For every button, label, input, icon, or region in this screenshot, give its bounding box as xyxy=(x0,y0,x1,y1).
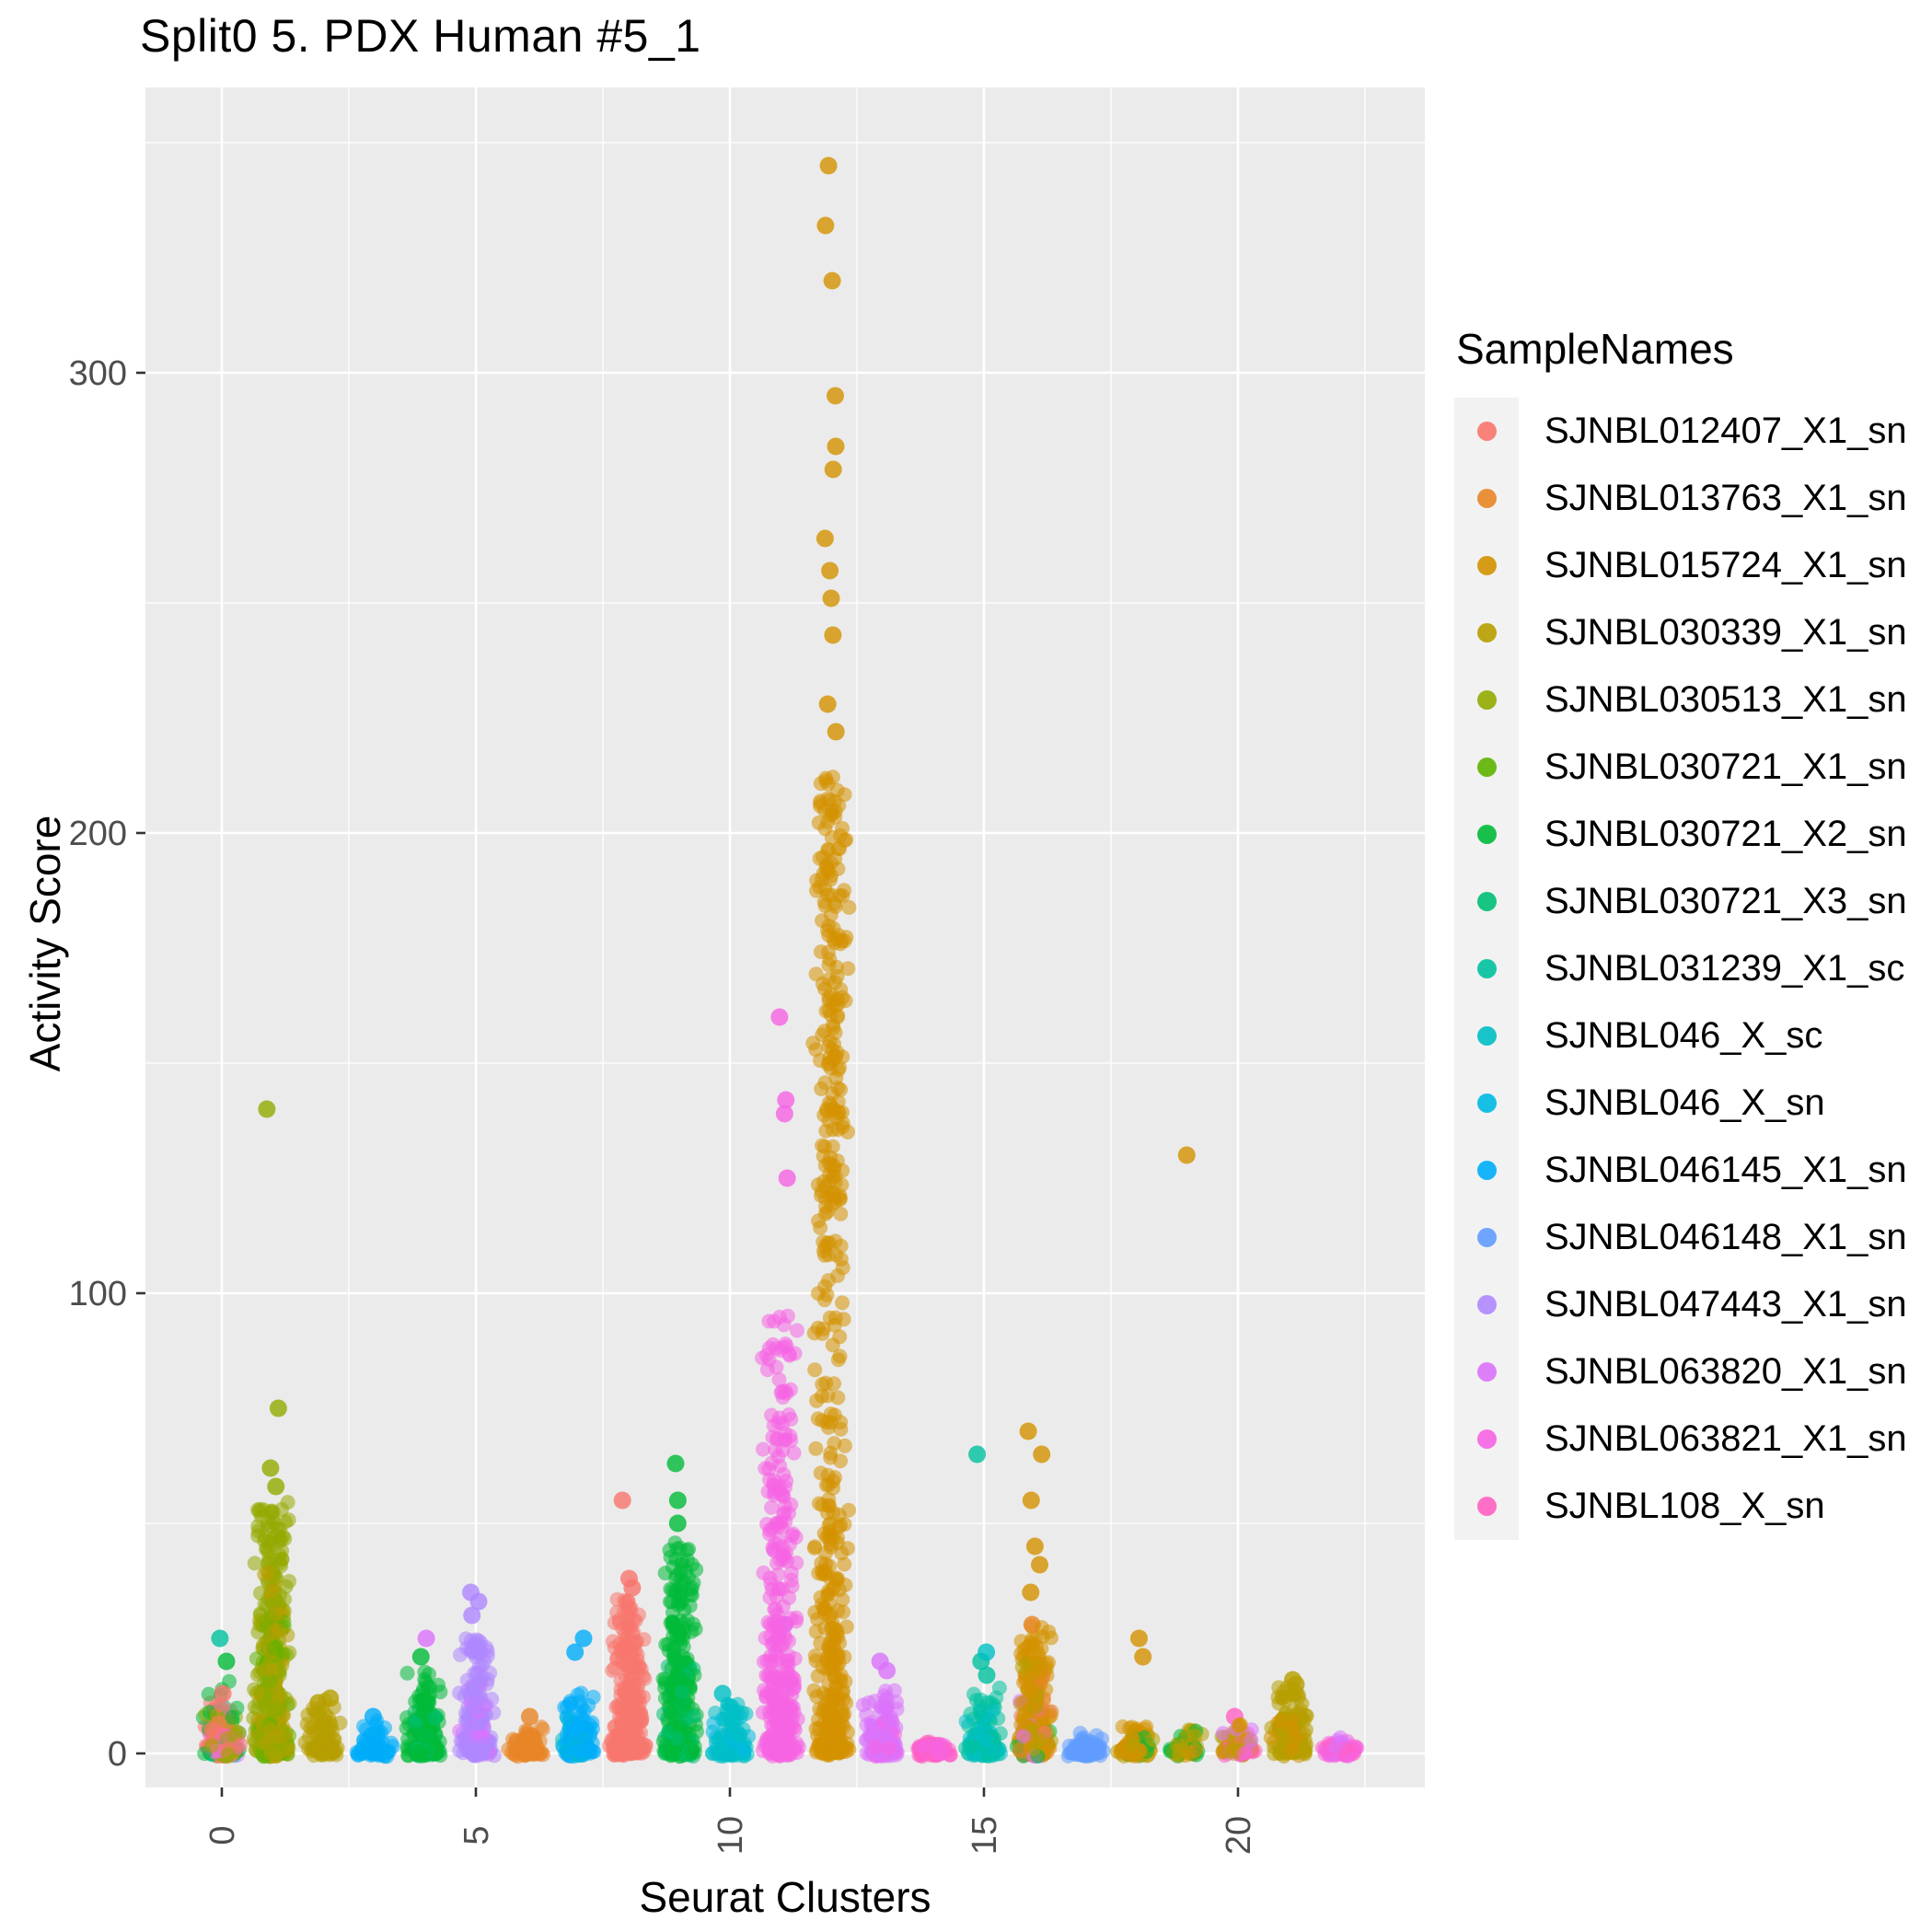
legend-item: SJNBL046_X_sn xyxy=(1454,1070,1928,1137)
legend-item: SJNBL030339_X1_sn xyxy=(1454,599,1928,666)
y-tick-label: 200 xyxy=(69,815,127,853)
legend-item: SJNBL012407_X1_sn xyxy=(1454,398,1928,465)
legend-item: SJNBL030721_X1_sn xyxy=(1454,734,1928,801)
legend-item: SJNBL013763_X1_sn xyxy=(1454,465,1928,532)
legend-item: SJNBL063820_X1_sn xyxy=(1454,1338,1928,1406)
legend-item: SJNBL046145_X1_sn xyxy=(1454,1137,1928,1204)
y-tick-label: 100 xyxy=(69,1275,127,1313)
legend-key xyxy=(1454,465,1519,532)
plot-title: Split0 5. PDX Human #5_1 xyxy=(140,10,701,62)
legend-key-dot xyxy=(1476,1161,1497,1180)
x-tick-label: 5 xyxy=(457,1825,496,1845)
legend-key xyxy=(1454,1070,1519,1137)
legend-key-dot xyxy=(1476,623,1497,642)
y-tick-label: 0 xyxy=(108,1735,127,1774)
legend-key-dot xyxy=(1476,690,1497,710)
legend-key xyxy=(1454,398,1519,465)
legend-item: SJNBL108_X_sn xyxy=(1454,1473,1928,1540)
legend-key xyxy=(1454,801,1519,868)
legend-key xyxy=(1454,666,1519,734)
legend-item-label: SJNBL063820_X1_sn xyxy=(1544,1351,1907,1392)
legend-item-label: SJNBL046148_X1_sn xyxy=(1544,1217,1907,1257)
legend-item: SJNBL030721_X3_sn xyxy=(1454,868,1928,935)
axis-ticks: 0 100 200 300 0 5 10 15 20 xyxy=(69,354,1258,1855)
legend-item-label: SJNBL046_X_sn xyxy=(1544,1082,1825,1123)
legend-key-dot xyxy=(1476,556,1497,575)
legend-key-dot xyxy=(1476,959,1497,978)
legend-key xyxy=(1454,1338,1519,1406)
x-tick-label: 10 xyxy=(711,1816,750,1855)
legend-item-label: SJNBL063821_X1_sn xyxy=(1544,1418,1907,1459)
points-layer xyxy=(195,156,1365,1764)
legend-key xyxy=(1454,532,1519,599)
legend-key-dot xyxy=(1476,489,1497,508)
legend-key-dot xyxy=(1476,1429,1497,1449)
legend-item: SJNBL031239_X1_sc xyxy=(1454,935,1928,1002)
legend-items: SJNBL012407_X1_sn SJNBL013763_X1_sn SJNBL0… xyxy=(1454,398,1928,1540)
legend-item-label: SJNBL012407_X1_sn xyxy=(1544,411,1907,451)
gridlines xyxy=(145,87,1425,1787)
legend-key-dot xyxy=(1476,1228,1497,1247)
legend-key xyxy=(1454,1473,1519,1540)
legend-item: SJNBL015724_X1_sn xyxy=(1454,532,1928,599)
y-tick-label: 300 xyxy=(69,354,127,393)
legend-title: SampleNames xyxy=(1456,325,1734,373)
legend-item-label: SJNBL046145_X1_sn xyxy=(1544,1150,1907,1190)
legend-key-dot xyxy=(1476,422,1497,441)
legend-key xyxy=(1454,935,1519,1002)
legend-item-label: SJNBL046_X_sc xyxy=(1544,1015,1823,1056)
legend-key-dot xyxy=(1476,1295,1497,1314)
legend-item: SJNBL030721_X2_sn xyxy=(1454,801,1928,868)
legend-key xyxy=(1454,1204,1519,1271)
legend-key-dot xyxy=(1476,1362,1497,1382)
x-tick-label: 20 xyxy=(1220,1816,1258,1855)
legend-key xyxy=(1454,1002,1519,1070)
legend-item: SJNBL063821_X1_sn xyxy=(1454,1406,1928,1473)
legend-key xyxy=(1454,868,1519,935)
legend-item-label: SJNBL030513_X1_sn xyxy=(1544,679,1907,720)
legend-item-label: SJNBL015724_X1_sn xyxy=(1544,545,1907,585)
legend-key xyxy=(1454,1271,1519,1338)
legend: SampleNames SJNBL012407_X1_sn SJNBL013763… xyxy=(1454,324,1928,1540)
legend-key xyxy=(1454,1406,1519,1473)
legend-item-label: SJNBL013763_X1_sn xyxy=(1544,478,1907,518)
x-tick-label: 0 xyxy=(203,1825,242,1845)
legend-key-dot xyxy=(1476,1497,1497,1516)
legend-item-label: SJNBL030721_X2_sn xyxy=(1544,814,1907,854)
legend-item: SJNBL047443_X1_sn xyxy=(1454,1271,1928,1338)
legend-key xyxy=(1454,1137,1519,1204)
legend-key xyxy=(1454,734,1519,801)
legend-item: SJNBL030513_X1_sn xyxy=(1454,666,1928,734)
legend-key-dot xyxy=(1476,1026,1497,1046)
legend-item-label: SJNBL030721_X3_sn xyxy=(1544,881,1907,921)
legend-item: SJNBL046_X_sc xyxy=(1454,1002,1928,1070)
legend-item-label: SJNBL030721_X1_sn xyxy=(1544,746,1907,787)
x-tick-label: 15 xyxy=(966,1816,1004,1855)
legend-item-label: SJNBL030339_X1_sn xyxy=(1544,612,1907,653)
legend-item: SJNBL046148_X1_sn xyxy=(1454,1204,1928,1271)
legend-item-label: SJNBL047443_X1_sn xyxy=(1544,1284,1907,1325)
legend-key-dot xyxy=(1476,758,1497,777)
legend-key-dot xyxy=(1476,825,1497,844)
x-axis-label: Seurat Clusters xyxy=(639,1873,931,1921)
legend-key xyxy=(1454,599,1519,666)
legend-key-dot xyxy=(1476,1093,1497,1113)
legend-item-label: SJNBL108_X_sn xyxy=(1544,1486,1825,1526)
legend-item-label: SJNBL031239_X1_sc xyxy=(1544,948,1905,989)
y-axis-label: Activity Score xyxy=(21,815,69,1072)
legend-key-dot xyxy=(1476,892,1497,911)
